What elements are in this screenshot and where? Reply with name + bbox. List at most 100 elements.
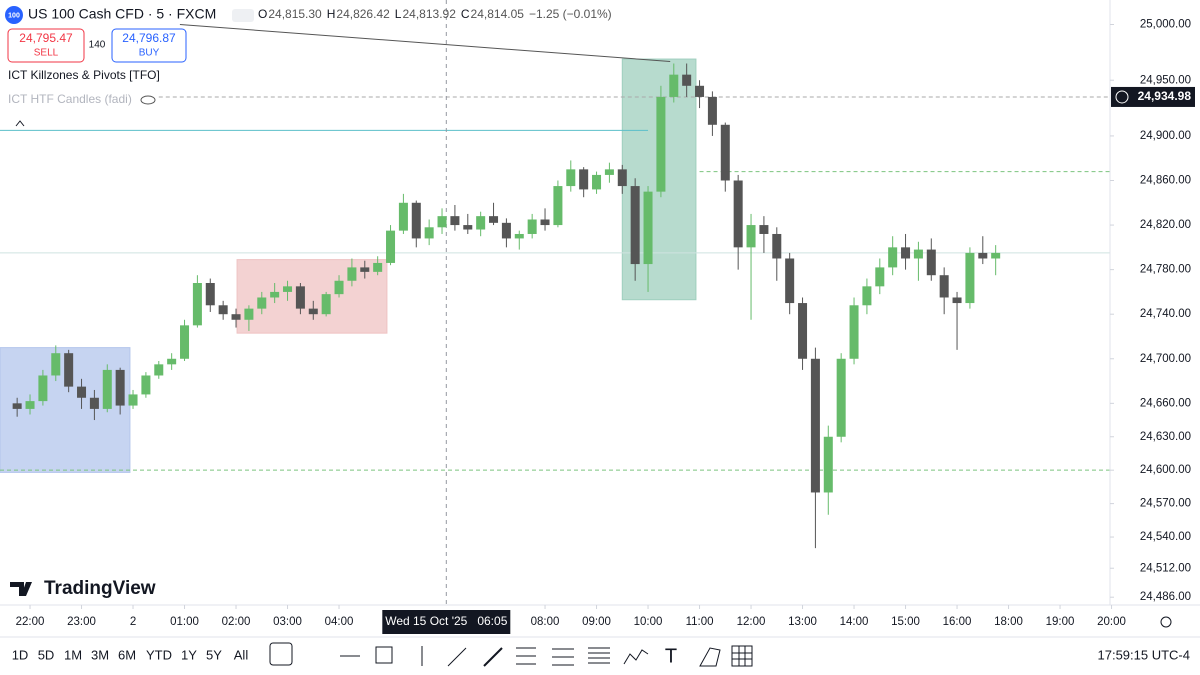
candle-body xyxy=(939,275,949,298)
ohlc-key: O xyxy=(258,7,267,21)
candle-body xyxy=(991,252,1001,259)
drawing-tools: T xyxy=(269,642,753,667)
candle-body xyxy=(772,233,782,259)
candle-body xyxy=(875,267,885,287)
candle-body xyxy=(952,297,962,304)
x-tick-label: 23:00 xyxy=(67,616,96,628)
x-tick-label: 03:00 xyxy=(273,616,302,628)
candle-body xyxy=(437,216,447,228)
y-tick-label: 24,540.00 xyxy=(1140,531,1191,543)
add-icon[interactable] xyxy=(1115,90,1129,104)
range-button[interactable]: 5D xyxy=(38,647,55,662)
candle-body xyxy=(347,267,357,281)
candle-body xyxy=(592,174,602,190)
tool[interactable] xyxy=(699,647,721,667)
tool[interactable] xyxy=(483,647,503,667)
tool[interactable] xyxy=(623,649,649,665)
x-tick-label: 12:00 xyxy=(737,616,766,628)
y-tick-label: 24,780.00 xyxy=(1140,264,1191,276)
price-label: 24,934.98 xyxy=(1138,89,1192,103)
x-tick-label: 14:00 xyxy=(840,616,869,628)
tool[interactable] xyxy=(588,647,610,664)
indicator-2[interactable]: ICT HTF Candles (fadi) xyxy=(8,92,132,106)
buy-button[interactable] xyxy=(111,28,187,63)
icon[interactable] xyxy=(232,9,254,22)
y-tick-label: 24,630.00 xyxy=(1140,431,1191,443)
candle-body xyxy=(270,291,280,298)
candle-body xyxy=(321,294,331,315)
candle-body xyxy=(128,394,138,406)
candle-body xyxy=(180,325,190,359)
crosshair-label-box xyxy=(382,610,511,634)
candle-body xyxy=(913,249,923,259)
tool[interactable] xyxy=(447,647,467,667)
collapse-icon[interactable] xyxy=(15,120,25,127)
y-tick-label: 24,820.00 xyxy=(1140,219,1191,231)
ohlc-key: H xyxy=(327,7,336,21)
spread: 140 xyxy=(89,40,106,51)
x-tick-label: 01:00 xyxy=(170,616,199,628)
candle-body xyxy=(617,169,627,187)
candle-body xyxy=(540,219,550,226)
x-tick-label: 04:00 xyxy=(325,616,354,628)
ohlc-value: 24,813.92 xyxy=(402,7,456,21)
candle-body xyxy=(489,216,499,223)
sell-price: 24,795.47 xyxy=(19,31,73,45)
candle-body xyxy=(257,297,267,309)
candle-body xyxy=(978,252,988,259)
x-tick-label: 19:00 xyxy=(1046,616,1075,628)
candle-body xyxy=(759,225,769,234)
y-tick-label: 24,900.00 xyxy=(1140,130,1191,142)
candle-body xyxy=(141,375,151,395)
tool[interactable] xyxy=(375,646,393,664)
range-button[interactable]: All xyxy=(234,647,249,662)
x-tick-label: 11:00 xyxy=(686,616,714,628)
tool[interactable] xyxy=(731,645,753,667)
range-button[interactable]: YTD xyxy=(146,647,172,662)
range-button[interactable]: 1M xyxy=(64,647,82,662)
tool[interactable] xyxy=(269,642,293,666)
y-tick-label: 25,000.00 xyxy=(1140,19,1191,31)
candle-body xyxy=(643,191,653,265)
candle-body xyxy=(360,267,370,272)
candle-body xyxy=(89,397,99,409)
x-tick-label: 16:00 xyxy=(943,616,972,628)
y-tick-label: 24,660.00 xyxy=(1140,397,1191,409)
x-tick-label: 10:00 xyxy=(634,616,663,628)
symbol-badge[interactable] xyxy=(5,6,23,24)
y-tick-label: 24,512.00 xyxy=(1140,562,1191,574)
clock: 17:59:15 UTC-4 xyxy=(1098,647,1191,662)
ohlc-key: C xyxy=(461,7,470,21)
tool[interactable] xyxy=(732,646,752,666)
candle-body xyxy=(514,233,524,239)
trend-line xyxy=(179,24,671,63)
candle-body xyxy=(501,222,511,239)
sell-button[interactable] xyxy=(7,28,85,63)
range-button[interactable]: 5Y xyxy=(206,647,222,662)
candle-body xyxy=(682,74,692,86)
tool[interactable]: T xyxy=(665,645,677,667)
candle-body xyxy=(295,286,305,309)
candle-body xyxy=(424,227,434,239)
candle-body xyxy=(566,169,576,187)
indicator-1[interactable]: ICT Killzones & Pivots [TFO] xyxy=(8,68,160,82)
hide-icon[interactable] xyxy=(140,95,156,105)
settings-icon[interactable] xyxy=(1160,616,1172,628)
range-button[interactable]: 1Y xyxy=(181,647,197,662)
candle-body xyxy=(334,280,344,295)
candle-body xyxy=(463,225,473,230)
ohlc-value: 24,826.42 xyxy=(336,7,390,21)
tool[interactable] xyxy=(516,647,536,665)
y-tick-label: 24,740.00 xyxy=(1140,308,1191,320)
symbol-title[interactable]: US 100 Cash CFD · 5 · FXCM xyxy=(28,6,216,22)
range-button[interactable]: 6M xyxy=(118,647,136,662)
candle-body xyxy=(231,314,241,320)
ohlc-value: 24,815.30 xyxy=(268,7,322,21)
tool[interactable] xyxy=(552,648,574,666)
range-button[interactable]: 3M xyxy=(91,647,109,662)
candle-body xyxy=(926,249,936,276)
x-tick-label: 02:00 xyxy=(222,616,251,628)
range-button[interactable]: 1D xyxy=(12,647,29,662)
